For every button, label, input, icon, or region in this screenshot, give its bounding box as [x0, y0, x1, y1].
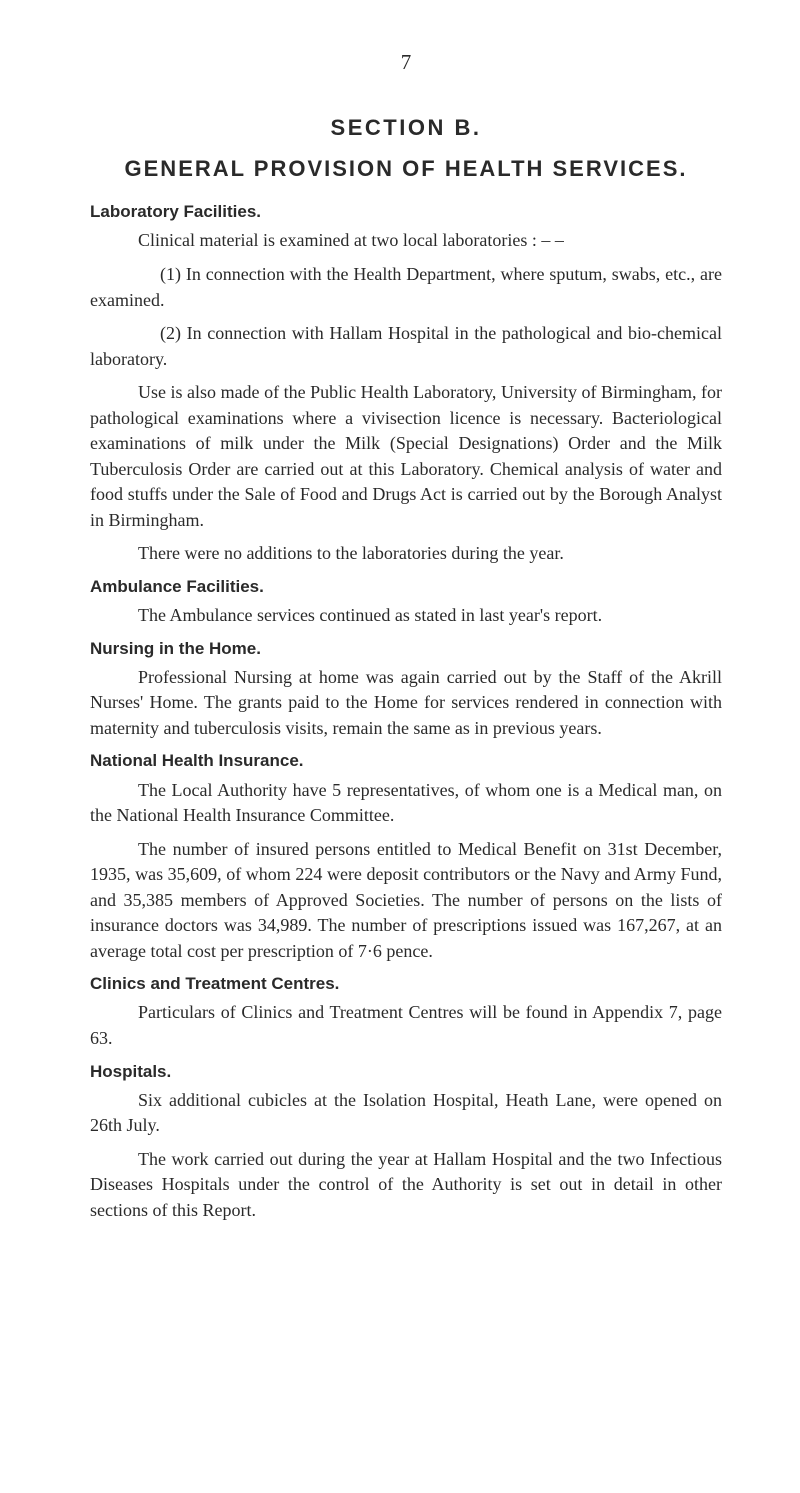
- main-heading: GENERAL PROVISION OF HEALTH SERVICES.: [90, 153, 722, 184]
- lab-p5: There were no additions to the laborator…: [90, 541, 722, 567]
- ambulance-p1: The Ambulance services continued as stat…: [90, 603, 722, 629]
- insurance-heading: National Health Insurance.: [90, 749, 722, 773]
- hospitals-p1: Six additional cubicles at the Isolation…: [90, 1088, 722, 1139]
- clinics-heading: Clinics and Treatment Centres.: [90, 972, 722, 996]
- ambulance-heading: Ambulance Facilities.: [90, 575, 722, 599]
- clinics-p1: Particulars of Clinics and Treatment Cen…: [90, 1000, 722, 1051]
- lab-p3: (2) In connection with Hallam Hospital i…: [90, 321, 722, 372]
- lab-p2: (1) In connection with the Health Depart…: [90, 262, 722, 313]
- section-label: SECTION B.: [90, 112, 722, 143]
- nursing-heading: Nursing in the Home.: [90, 637, 722, 661]
- nursing-p1: Professional Nursing at home was again c…: [90, 665, 722, 742]
- lab-heading: Laboratory Facilities.: [90, 200, 722, 224]
- hospitals-p2: The work carried out during the year at …: [90, 1147, 722, 1224]
- lab-p1: Clinical material is examined at two loc…: [90, 228, 722, 254]
- lab-p4: Use is also made of the Public Health La…: [90, 380, 722, 533]
- insurance-p2: The number of insured persons entitled t…: [90, 837, 722, 965]
- insurance-p1: The Local Authority have 5 representativ…: [90, 778, 722, 829]
- hospitals-heading: Hospitals.: [90, 1060, 722, 1084]
- page-number: 7: [90, 48, 722, 78]
